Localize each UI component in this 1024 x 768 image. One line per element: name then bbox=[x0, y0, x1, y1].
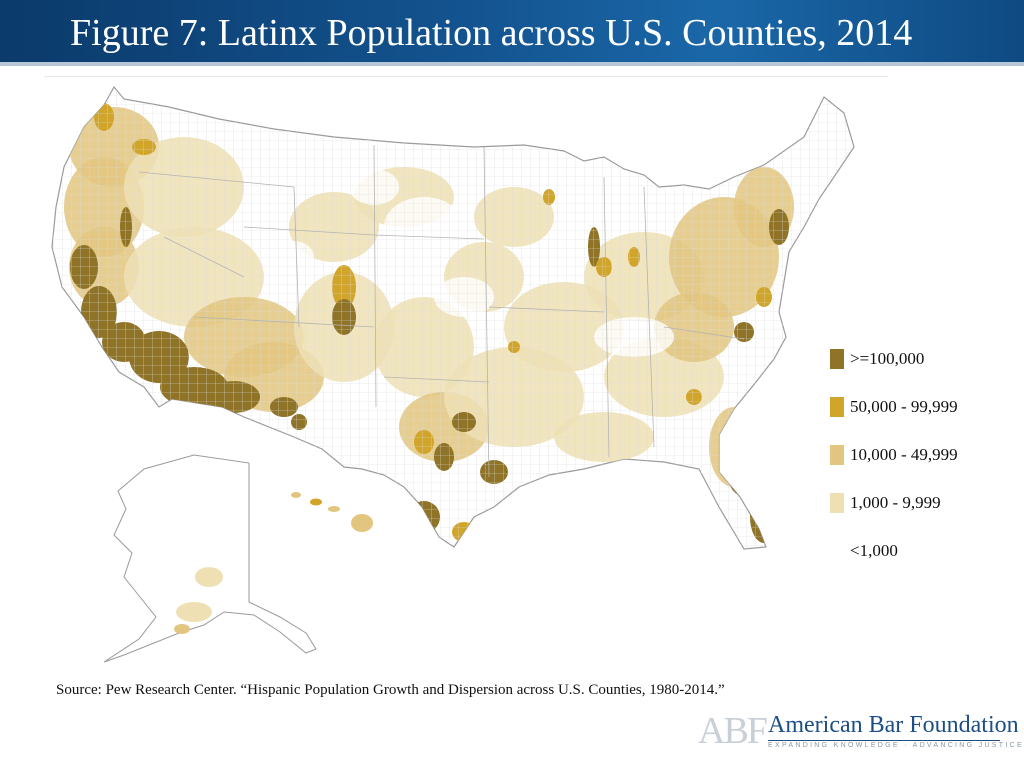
state-boundaries bbox=[138, 144, 745, 478]
alaska-anchorage-region bbox=[176, 602, 212, 622]
hawaii-maui bbox=[328, 506, 340, 512]
legend-item: <1,000 bbox=[830, 540, 1020, 562]
logo-mark: ABF bbox=[698, 710, 768, 752]
choropleth-map bbox=[44, 76, 888, 667]
alaska-kenai-region bbox=[174, 624, 190, 634]
american-bar-foundation-logo: ABF American Bar Foundation EXPANDING KN… bbox=[698, 710, 1022, 752]
legend-swatch bbox=[830, 397, 844, 417]
source-citation: Source: Pew Research Center. “Hispanic P… bbox=[56, 682, 725, 698]
alaska-outline bbox=[103, 454, 317, 663]
alaska-fairbanks-region bbox=[195, 567, 223, 587]
us-county-map bbox=[51, 85, 855, 663]
legend-swatch bbox=[830, 541, 844, 561]
county-hotspot bbox=[791, 263, 807, 291]
legend-item: 10,000 - 49,999 bbox=[830, 444, 1020, 466]
legend-swatch bbox=[830, 349, 844, 369]
legend-label: >=100,000 bbox=[850, 349, 925, 368]
alaska bbox=[103, 454, 317, 663]
legend-item: >=100,000 bbox=[830, 348, 1020, 370]
slide-title: Figure 7: Latinx Population across U.S. … bbox=[70, 12, 913, 54]
legend-swatch bbox=[830, 445, 844, 465]
title-bar: Figure 7: Latinx Population across U.S. … bbox=[0, 0, 1024, 66]
legend-label: <1,000 bbox=[850, 541, 898, 560]
logo-name: American Bar Foundation bbox=[768, 712, 1019, 738]
legend-item: 1,000 - 9,999 bbox=[830, 492, 1020, 514]
hawaii-oahu bbox=[310, 498, 322, 506]
hawaii-big-island bbox=[351, 514, 373, 532]
legend-label: 50,000 - 99,999 bbox=[850, 397, 958, 416]
hawaii-kauai bbox=[291, 492, 301, 498]
logo-divider bbox=[768, 740, 1000, 741]
hawaii bbox=[291, 492, 373, 532]
legend-label: 1,000 - 9,999 bbox=[850, 493, 941, 512]
legend-label: 10,000 - 49,999 bbox=[850, 445, 958, 464]
logo-tagline: EXPANDING KNOWLEDGE · ADVANCING JUSTICE bbox=[768, 742, 1024, 749]
county-hotspot bbox=[724, 447, 744, 467]
legend-item: 50,000 - 99,999 bbox=[830, 396, 1020, 418]
legend-swatch bbox=[830, 493, 844, 513]
